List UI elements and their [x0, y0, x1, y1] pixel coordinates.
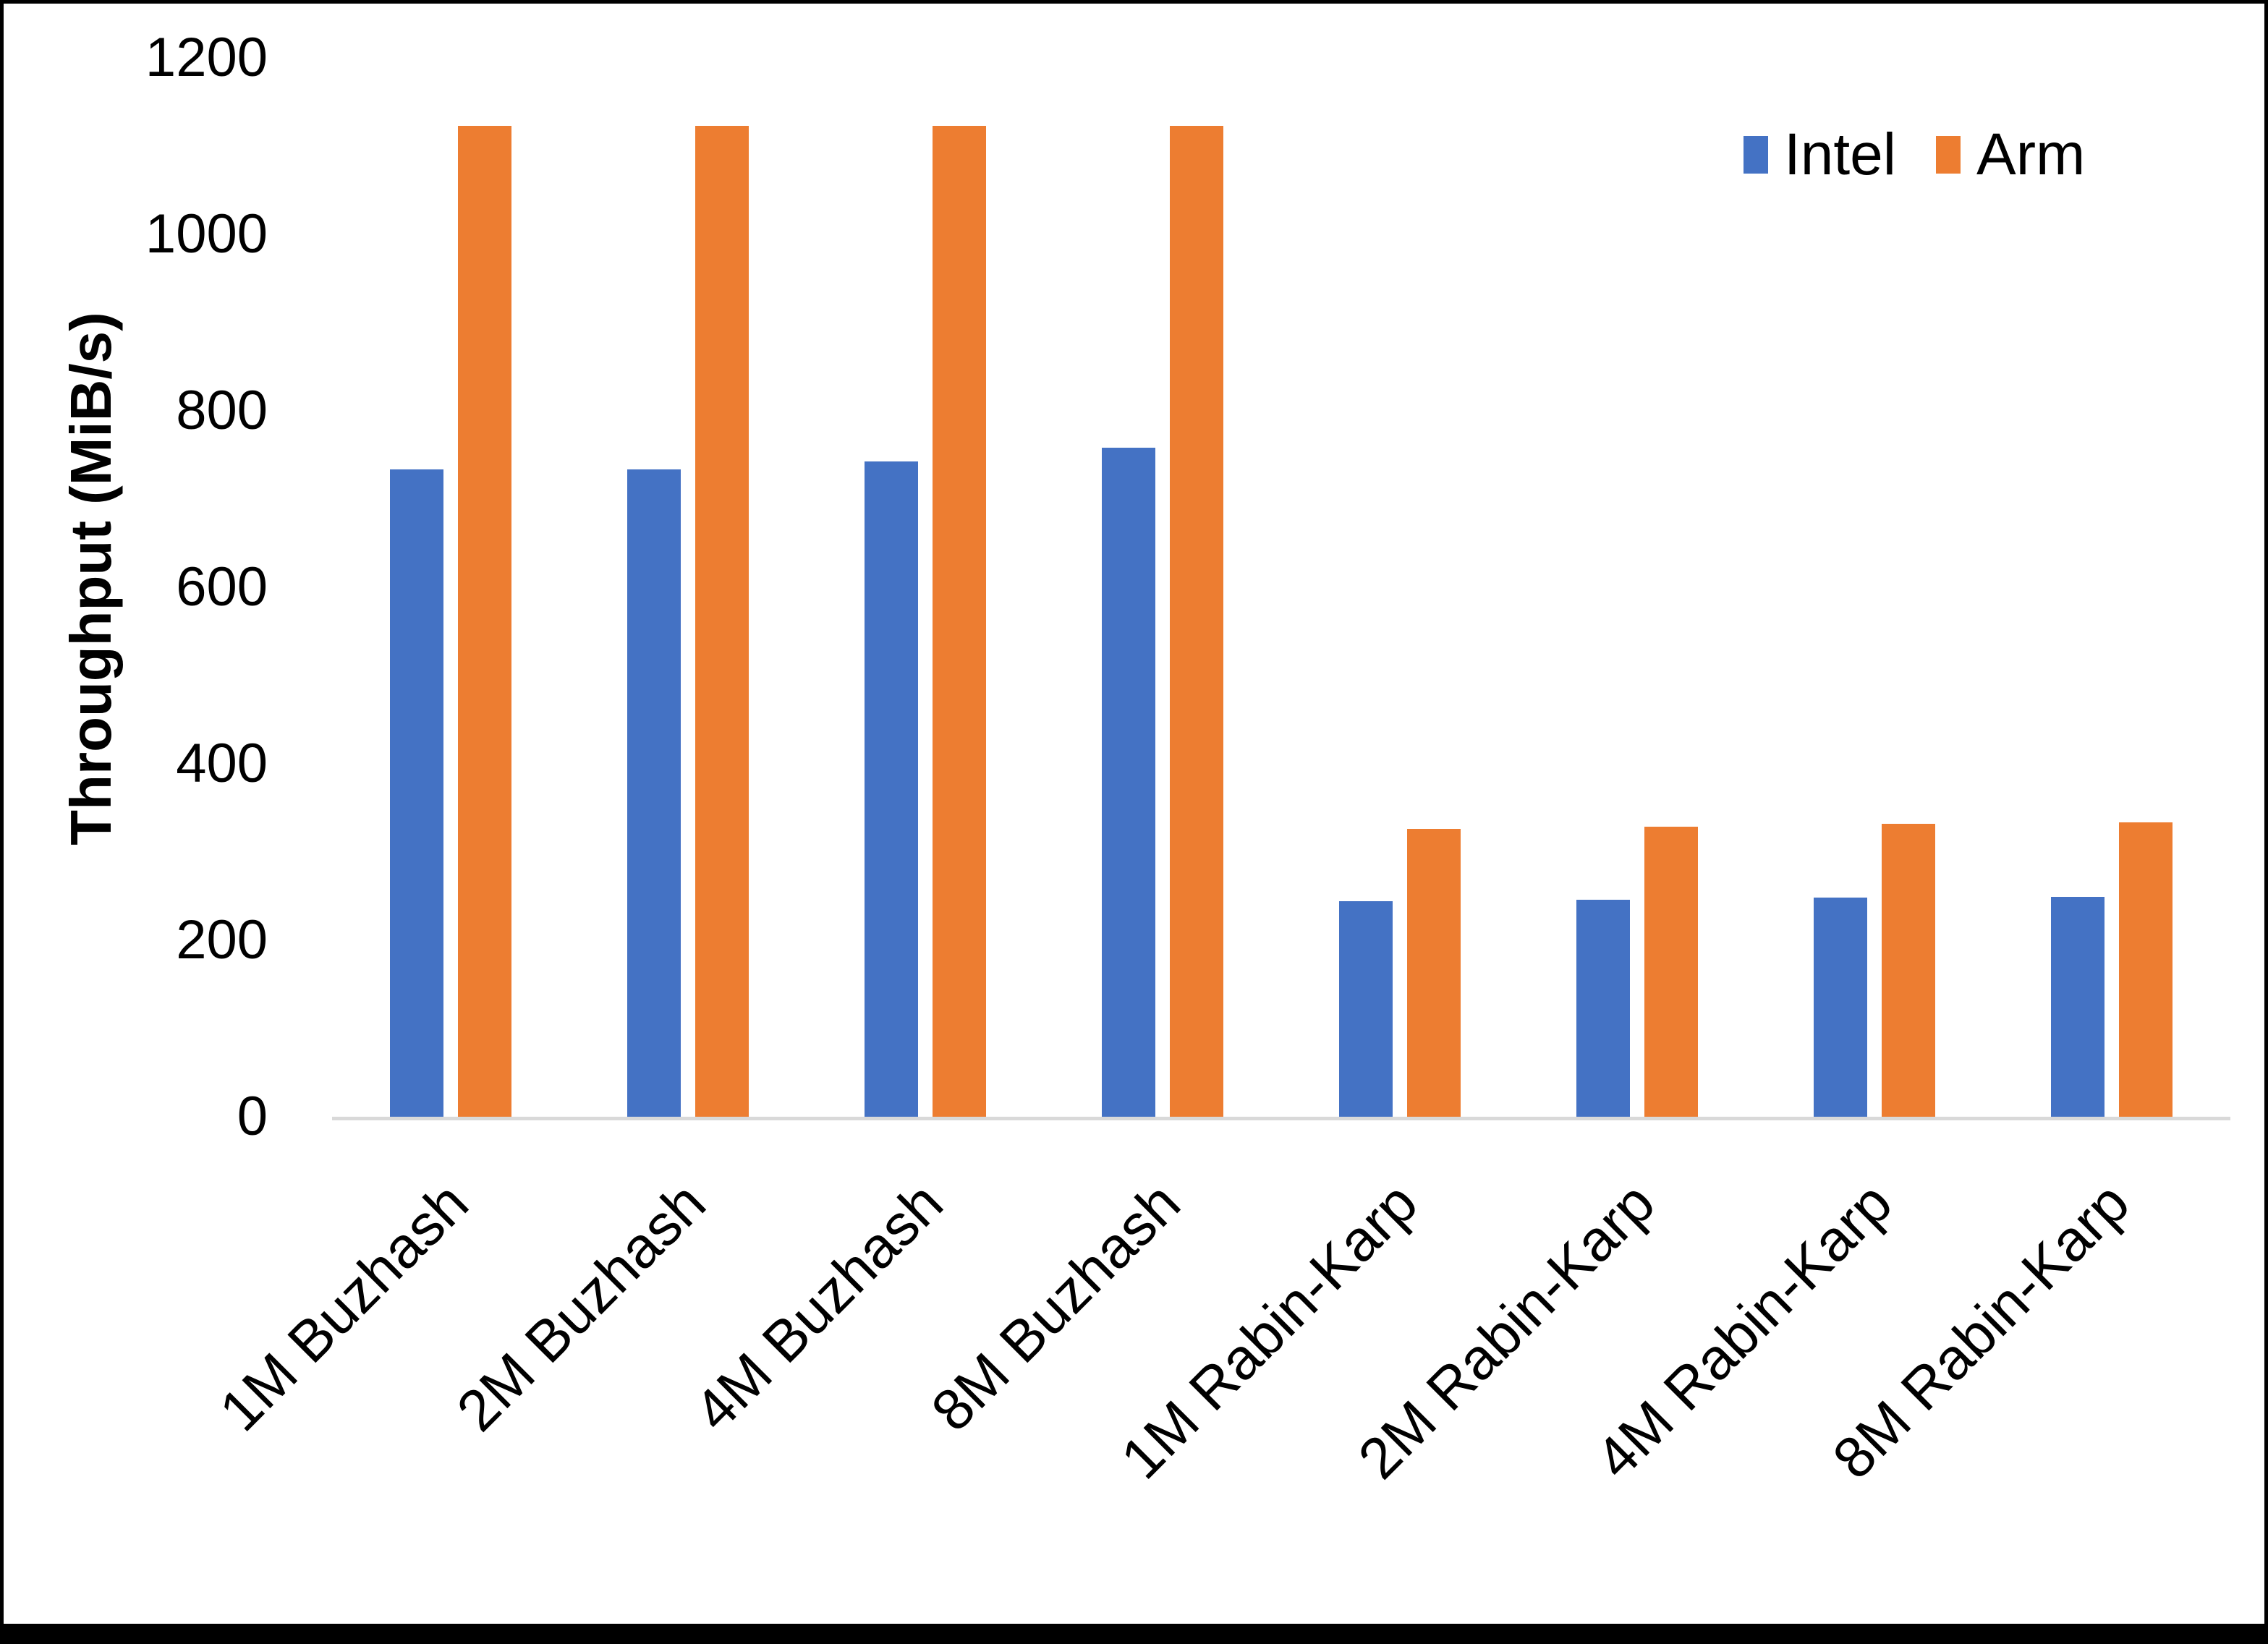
bar-group-4m-buzhash — [807, 58, 1044, 1117]
y-tick-200: 200 — [176, 909, 268, 971]
bar-group-1m-rabin-karp — [1281, 58, 1519, 1117]
plot-area — [332, 58, 2230, 1120]
legend-swatch-arm — [1936, 136, 1961, 174]
bar-intel-8m-buzhash — [1102, 448, 1155, 1117]
bottom-border-bar — [4, 1624, 2264, 1644]
bar-intel-4m-buzhash — [865, 461, 918, 1117]
bar-group-1m-buzhash — [332, 58, 569, 1117]
y-tick-1000: 1000 — [145, 203, 268, 265]
bar-arm-2m-rabin-karp — [1644, 826, 1698, 1117]
legend-label-intel: Intel — [1784, 122, 1896, 187]
bar-intel-2m-rabin-karp — [1576, 899, 1630, 1117]
y-tick-400: 400 — [176, 733, 268, 794]
bar-group-2m-rabin-karp — [1519, 58, 1756, 1117]
y-tick-0: 0 — [237, 1086, 268, 1147]
bar-arm-2m-buzhash — [695, 125, 749, 1117]
legend: Intel Arm — [1744, 125, 2085, 184]
y-tick-600: 600 — [176, 556, 268, 618]
bar-intel-4m-rabin-karp — [1814, 898, 1867, 1117]
bar-intel-1m-buzhash — [390, 469, 443, 1117]
bar-arm-1m-buzhash — [458, 125, 511, 1117]
bar-intel-1m-rabin-karp — [1339, 901, 1393, 1117]
bar-group-4m-rabin-karp — [1756, 58, 1993, 1117]
bar-arm-4m-rabin-karp — [1882, 823, 1935, 1117]
legend-label-arm: Arm — [1976, 122, 2086, 187]
bar-arm-4m-buzhash — [933, 125, 986, 1117]
bar-arm-8m-rabin-karp — [2119, 822, 2173, 1117]
y-tick-800: 800 — [176, 380, 268, 441]
bar-group-2m-buzhash — [569, 58, 807, 1117]
legend-item-arm: Arm — [1936, 125, 2085, 184]
bar-arm-1m-rabin-karp — [1407, 829, 1461, 1117]
bar-intel-8m-rabin-karp — [2051, 897, 2105, 1117]
bar-intel-2m-buzhash — [627, 469, 681, 1117]
bar-group-8m-rabin-karp — [1993, 58, 2230, 1117]
legend-swatch-intel — [1744, 136, 1768, 174]
y-tick-1200: 1200 — [145, 27, 268, 88]
bar-group-8m-buzhash — [1044, 58, 1281, 1117]
bar-arm-8m-buzhash — [1170, 125, 1223, 1117]
legend-item-intel: Intel — [1744, 125, 1896, 184]
